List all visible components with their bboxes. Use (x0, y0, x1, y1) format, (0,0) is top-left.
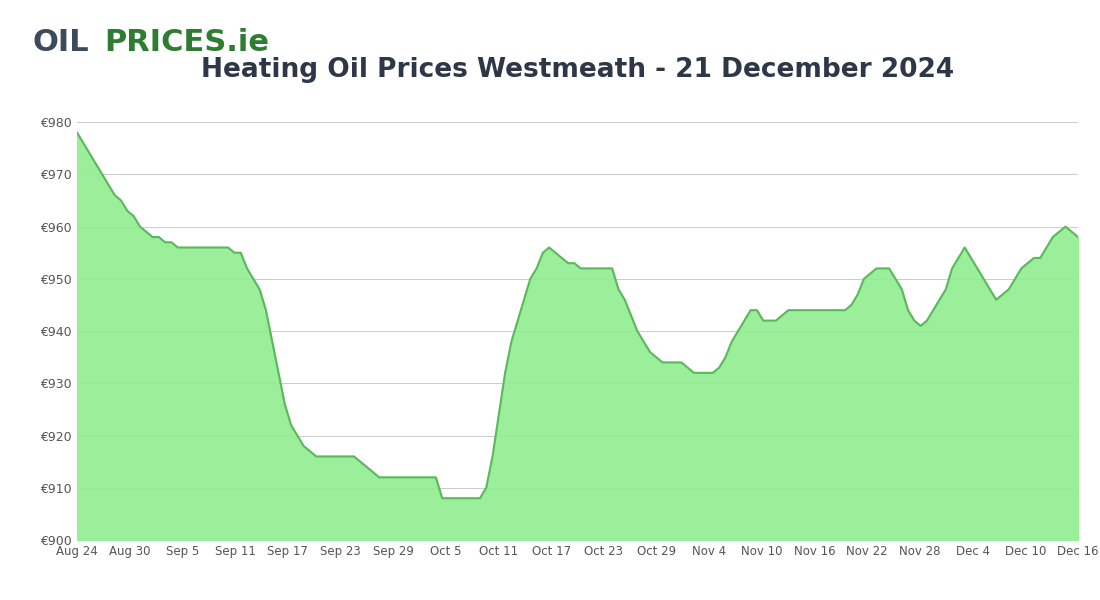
Text: OIL: OIL (33, 28, 89, 58)
Text: PRICES.ie: PRICES.ie (104, 28, 270, 58)
Title: Heating Oil Prices Westmeath - 21 December 2024: Heating Oil Prices Westmeath - 21 Decemb… (201, 56, 954, 83)
